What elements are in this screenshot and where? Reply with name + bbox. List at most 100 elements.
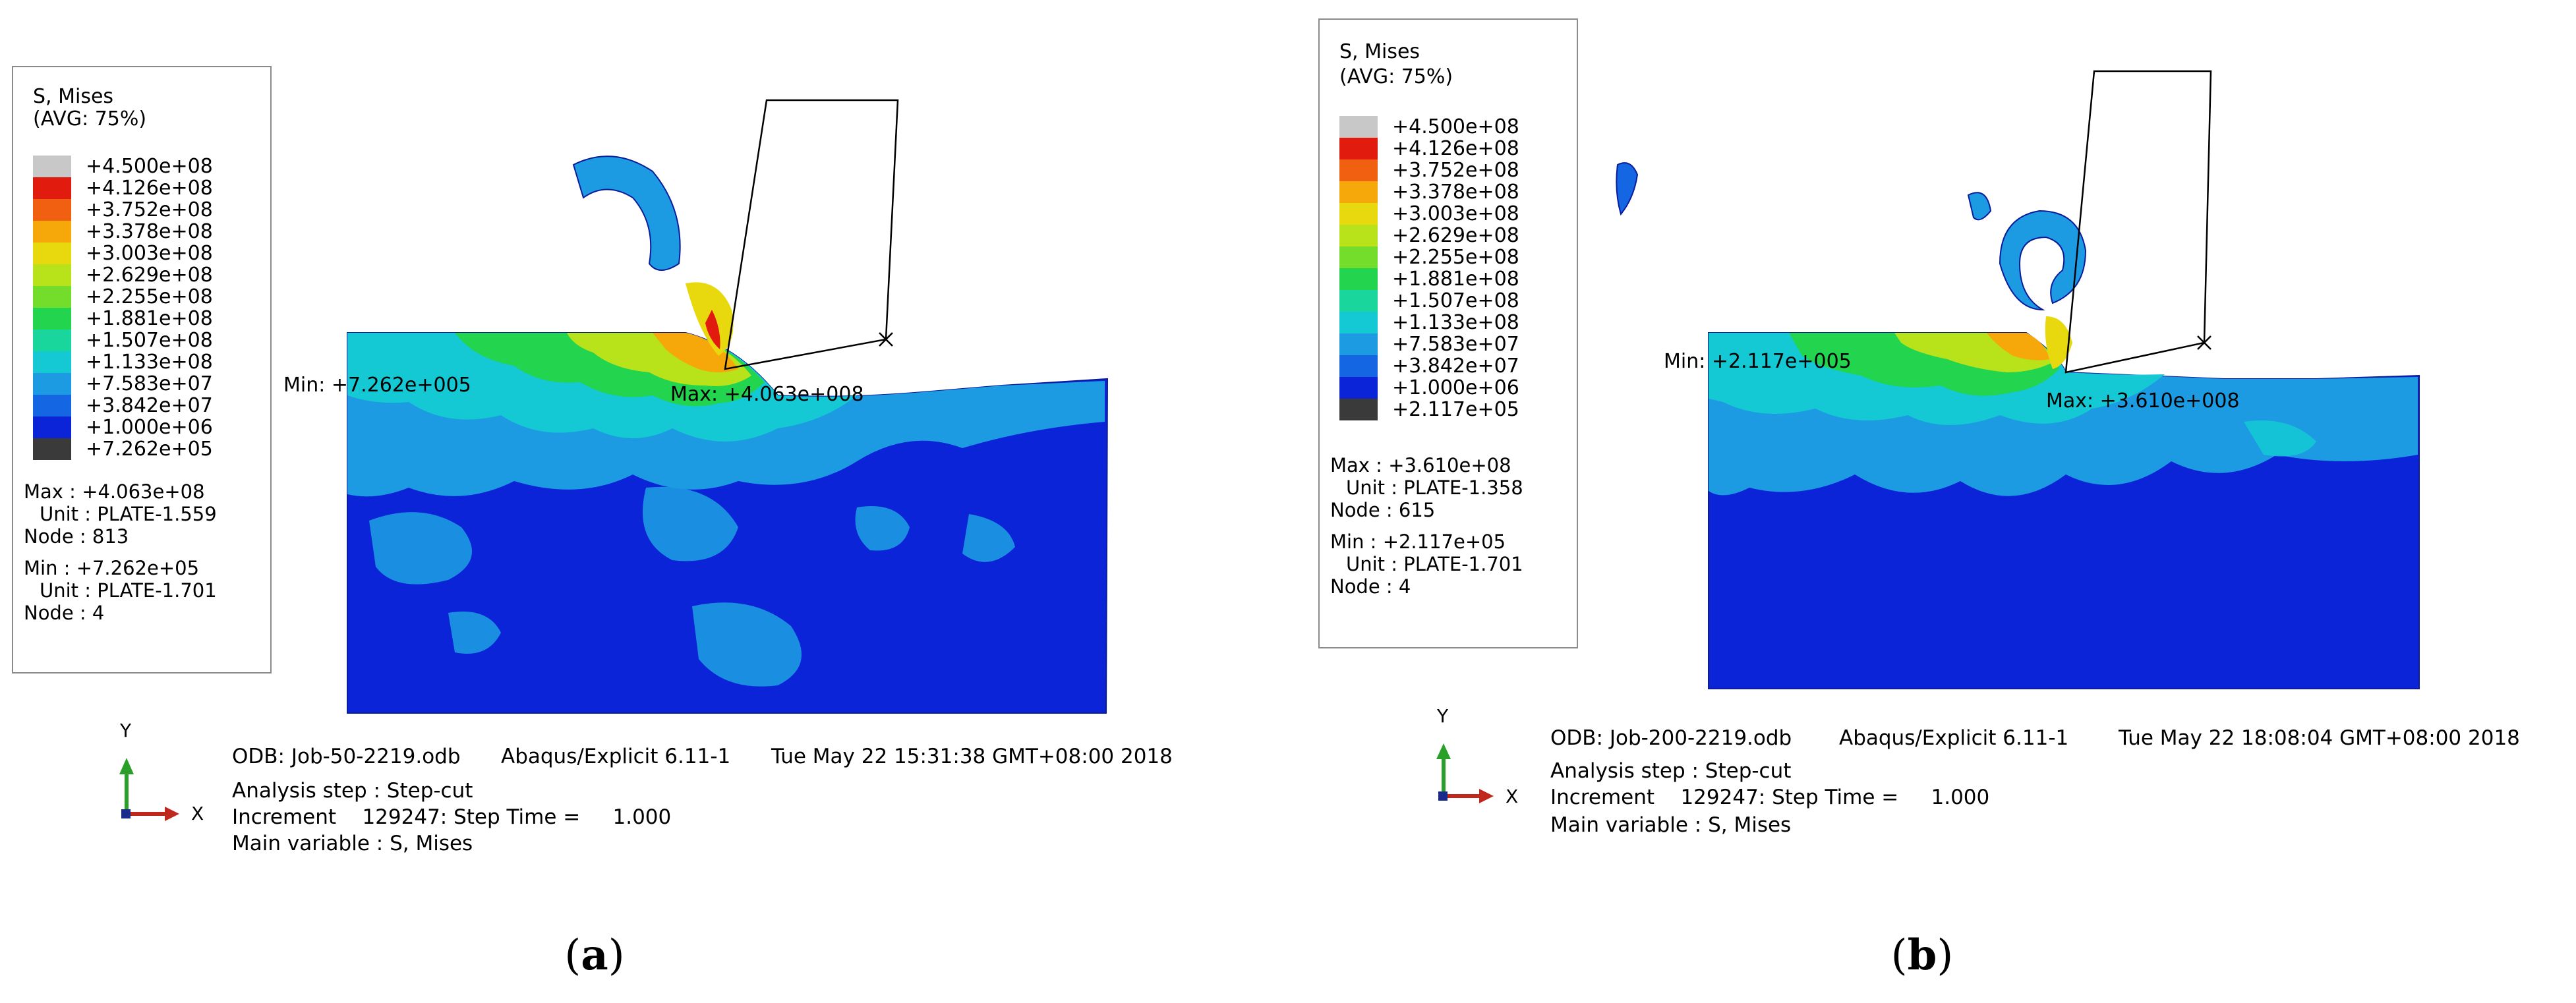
legend-scale-a: +4.500e+08 +4.126e+08 +3.752e+08 +3.378e… — [33, 156, 270, 460]
legend-swatch — [33, 416, 71, 438]
legend-unit-key: Unit — [1346, 553, 1386, 575]
legend-swatch — [1339, 159, 1378, 181]
legend-tick: +2.117e+05 — [1392, 398, 1519, 421]
plot-min-label-b: Min: +2.117e+005 — [1664, 350, 1852, 373]
timestamp-a: Tue May 22 15:31:38 GMT+08:00 2018 — [771, 745, 1173, 768]
tool-reference-point-b — [2197, 335, 2211, 350]
caption-a: (a) — [564, 931, 625, 980]
legend-tick: +3.752e+08 — [1392, 159, 1519, 182]
legend-swatch — [33, 199, 71, 221]
legend-min-unit-row-b: Unit : PLATE-1.701 — [1346, 553, 1523, 575]
stress-contour-plot-b — [1436, 70, 2420, 803]
legend-swatch — [1339, 138, 1378, 159]
legend-min-node-a: 4 — [92, 602, 105, 624]
legend-unit-key: Unit — [40, 503, 79, 525]
chip-root-b — [2045, 316, 2072, 369]
legend-tick: +3.378e+08 — [86, 220, 213, 243]
legend-node-key: Node — [1330, 575, 1380, 598]
legend-tick: +4.500e+08 — [1392, 115, 1519, 138]
legend-node-key: Node — [24, 602, 74, 624]
main-variable-b: Main variable : S, Mises — [1550, 813, 1792, 837]
legend-min-node-row-a: Node : 4 — [24, 602, 105, 624]
stress-band-orange-b — [1987, 333, 2049, 360]
legend-max-row-a: Max : +4.063e+08 — [24, 480, 205, 503]
legend-tick: +1.881e+08 — [86, 307, 213, 330]
legend-avg-b: (AVG: 75%) — [1339, 65, 1453, 88]
legend-node-key: Node — [1330, 499, 1380, 521]
legend-tick: +7.262e+05 — [86, 438, 213, 461]
legend-max-node-b: 615 — [1398, 499, 1436, 521]
legend-node-key: Node — [24, 525, 74, 548]
legend-min-unit-row-a: Unit : PLATE-1.701 — [40, 579, 217, 602]
solver-version-b: Abaqus/Explicit 6.11-1 — [1839, 726, 2069, 750]
legend-swatch — [1339, 399, 1378, 420]
chip-a — [572, 156, 681, 271]
plot-max-label-b: Max: +3.610e+008 — [2046, 389, 2240, 413]
legend-tick: +4.126e+08 — [1392, 137, 1519, 160]
legend-min-value-b: +2.117e+05 — [1382, 530, 1506, 553]
legend-min-unit-a: PLATE-1.701 — [97, 579, 217, 602]
legend-swatch — [33, 438, 71, 460]
chip-root-hot-a — [705, 310, 720, 349]
legend-swatch — [33, 351, 71, 373]
legend-swatch — [33, 308, 71, 330]
legend-max-node-row-b: Node : 615 — [1330, 499, 1436, 521]
legend-max-node-a: 813 — [92, 525, 129, 548]
legend-min-node-b: 4 — [1398, 575, 1411, 598]
legend-swatch — [1339, 290, 1378, 312]
legend-swatch — [1339, 246, 1378, 268]
plot-max-label-a: Max: +4.063e+008 — [670, 383, 864, 406]
stress-blob-b-1 — [2244, 420, 2316, 457]
legend-tick: +3.378e+08 — [1392, 181, 1519, 204]
axis-triad-a — [119, 758, 179, 821]
legend-swatch — [1339, 333, 1378, 355]
legend-scale-b: +4.500e+08 +4.126e+08 +3.752e+08 +3.378e… — [1339, 116, 1577, 420]
axis-y-label-a: Y — [120, 720, 132, 741]
legend-min-row-b: Min : +2.117e+05 — [1330, 530, 1506, 553]
legend-tick: +1.133e+08 — [1392, 311, 1519, 334]
legend-tick: +1.881e+08 — [1392, 268, 1519, 291]
legend-tick: +1.507e+08 — [1392, 289, 1519, 312]
chip-fragment-b — [1616, 162, 1639, 216]
legend-swatch — [1339, 268, 1378, 290]
legend-tick: +4.500e+08 — [86, 155, 213, 178]
legend-min-value-a: +7.262e+05 — [76, 557, 200, 579]
legend-swatch — [1339, 181, 1378, 203]
analysis-step-b: Analysis step : Step-cut — [1550, 759, 1792, 783]
legend-min-row-a: Min : +7.262e+05 — [24, 557, 200, 579]
stress-blob-a-3 — [855, 506, 910, 551]
legend-tick: +3.842e+07 — [86, 394, 213, 417]
legend-swatch — [33, 264, 71, 286]
stress-blob-a-6 — [448, 612, 501, 654]
legend-swatch — [33, 156, 71, 177]
legend-max-value-a: +4.063e+08 — [82, 480, 205, 503]
legend-max-node-row-a: Node : 813 — [24, 525, 129, 548]
timestamp-b: Tue May 22 18:08:04 GMT+08:00 2018 — [2119, 726, 2520, 750]
chip-tip-b — [1967, 192, 1992, 221]
legend-swatch — [33, 373, 71, 395]
chip-b — [1999, 210, 2087, 311]
legend-swatch — [1339, 225, 1378, 246]
legend-swatch — [1339, 377, 1378, 399]
legend-a: S, Mises (AVG: 75%) +4.500e+08 +4.126e+0… — [12, 66, 272, 673]
legend-min-unit-b: PLATE-1.701 — [1403, 553, 1523, 575]
legend-max-key-a: Max — [24, 480, 63, 503]
panel-b: Y X S, Mises (AVG: 75%) +4.500e+08 +4.12… — [1288, 0, 2576, 1003]
legend-tick: +2.629e+08 — [1392, 224, 1519, 247]
legend-tick: +3.003e+08 — [1392, 202, 1519, 225]
legend-tick: +3.842e+07 — [1392, 355, 1519, 378]
legend-swatch — [1339, 355, 1378, 377]
odb-file-b: ODB: Job-200-2219.odb — [1550, 726, 1792, 750]
legend-swatch — [33, 243, 71, 264]
legend-swatch — [33, 395, 71, 416]
legend-max-unit-row-a: Unit : PLATE-1.559 — [40, 503, 217, 525]
legend-swatch — [33, 330, 71, 351]
legend-tick: +1.507e+08 — [86, 329, 213, 352]
legend-min-key-a: Min — [24, 557, 58, 579]
axis-x-label-a: X — [191, 803, 204, 824]
odb-file-a: ODB: Job-50-2219.odb — [232, 745, 461, 768]
legend-max-value-b: +3.610e+08 — [1388, 454, 1511, 476]
legend-swatch — [33, 286, 71, 308]
legend-tick: +7.583e+07 — [86, 372, 213, 395]
legend-tick: +3.752e+08 — [86, 198, 213, 221]
